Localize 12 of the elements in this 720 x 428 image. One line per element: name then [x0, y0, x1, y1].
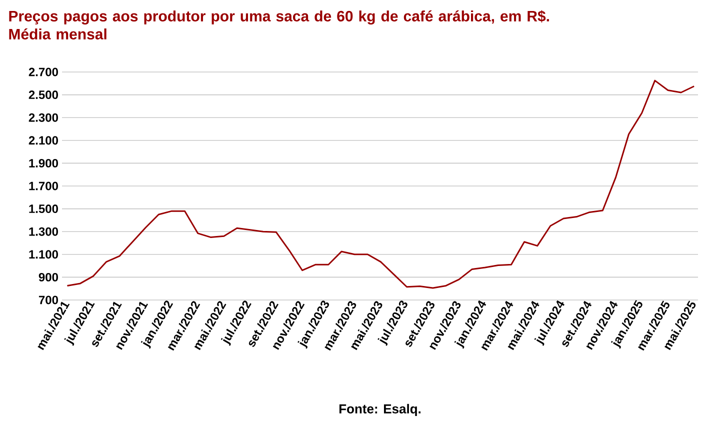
- y-tick-label: 1.300: [29, 227, 58, 236]
- source-note: Fonte: Esalq.: [339, 404, 421, 416]
- chart-title: Preços pagos aos produtor por uma saca de 60 kg de café arábica, em R$. Média mensal: [9, 10, 549, 40]
- y-tick-label: 2.700: [28, 68, 58, 76]
- y-tick-label: 900: [38, 272, 58, 282]
- y-tick-label: 1.700: [29, 182, 58, 190]
- y-tick-label: 2.500: [28, 90, 58, 100]
- y-tick-label: 1.100: [29, 250, 58, 259]
- y-tick-label: 1.500: [29, 204, 58, 214]
- y-tick-label: 2.100: [28, 136, 58, 145]
- y-tick-label: 1.900: [29, 158, 58, 168]
- y-tick-label: 2.300: [28, 113, 58, 122]
